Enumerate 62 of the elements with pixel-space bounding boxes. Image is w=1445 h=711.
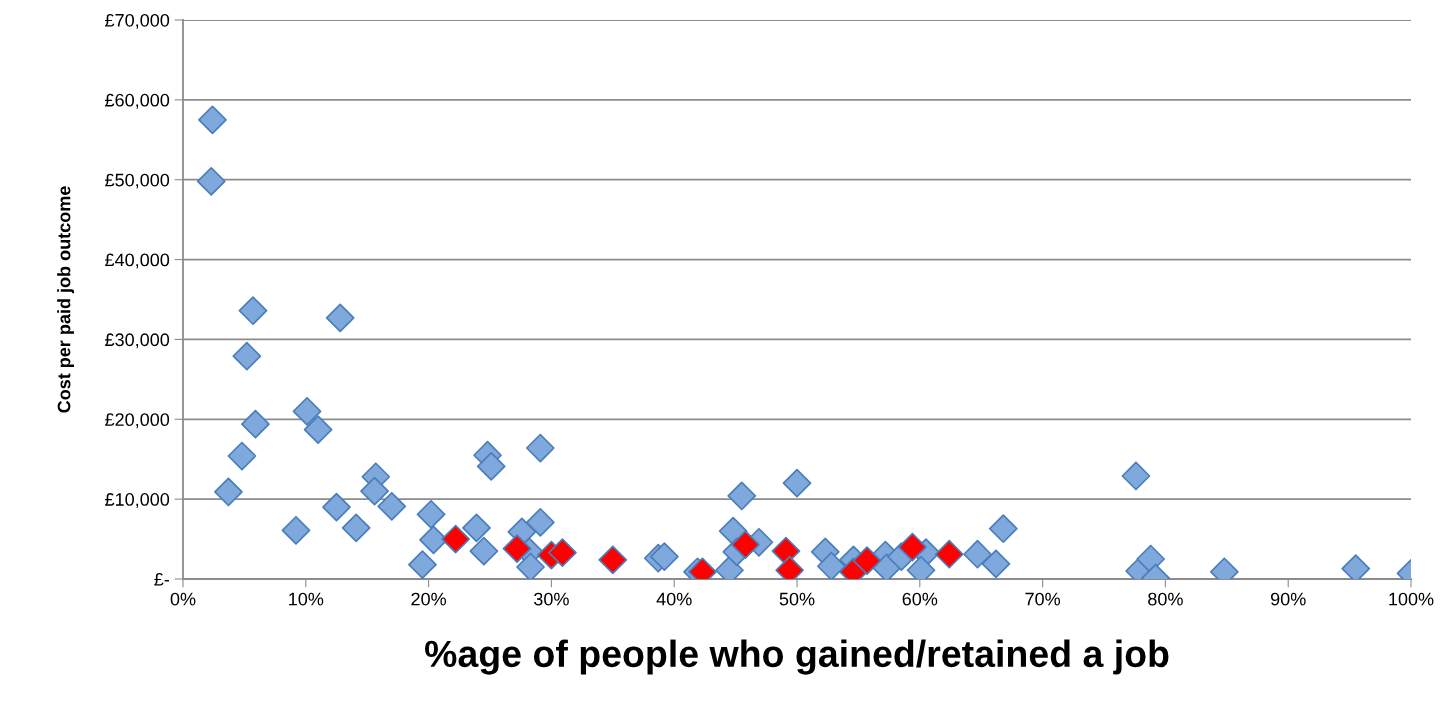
x-tick-label: 10% xyxy=(289,592,324,606)
x-tick-label: 40% xyxy=(656,592,692,606)
x-tick-label: 70% xyxy=(1025,592,1061,606)
x-axis-title: %age of people who gained/retained a job xyxy=(424,639,1169,675)
point xyxy=(303,415,333,445)
y-axis-title: Cost per paid job outcome xyxy=(57,186,74,413)
point xyxy=(469,536,499,566)
point xyxy=(441,524,470,554)
point xyxy=(898,532,927,562)
point xyxy=(598,545,628,575)
point xyxy=(419,525,448,555)
point xyxy=(731,530,760,560)
point xyxy=(516,552,545,579)
point xyxy=(817,551,846,579)
x-tick-label: 0% xyxy=(170,592,196,606)
point xyxy=(525,507,555,537)
y-tick-label: £70,000 xyxy=(105,13,170,29)
point xyxy=(214,477,243,507)
point xyxy=(322,492,351,522)
point xyxy=(341,513,371,543)
point xyxy=(232,341,262,371)
point xyxy=(525,433,555,463)
point xyxy=(281,515,311,545)
point xyxy=(198,105,227,135)
point xyxy=(782,468,812,498)
point xyxy=(934,539,964,569)
point xyxy=(360,476,389,506)
y-tick-label: £60,000 xyxy=(105,93,170,109)
point xyxy=(1136,544,1166,574)
point xyxy=(727,481,757,511)
point xyxy=(462,513,491,543)
point xyxy=(502,534,532,564)
point xyxy=(988,514,1018,544)
x-tick-label: 80% xyxy=(1148,592,1183,606)
y-tick-label: £20,000 xyxy=(105,413,170,429)
point xyxy=(238,296,268,326)
x-tick-label: 30% xyxy=(534,592,569,606)
y-tick-label: £- xyxy=(154,572,170,586)
x-tick-label: 20% xyxy=(411,592,447,606)
point xyxy=(241,409,270,439)
y-tick-label: £10,000 xyxy=(105,493,170,508)
x-tick-label: 50% xyxy=(779,592,815,606)
point xyxy=(408,550,437,579)
point xyxy=(196,166,226,196)
point xyxy=(963,539,992,569)
point xyxy=(981,549,1011,579)
point xyxy=(476,452,506,481)
y-tick-label: £30,000 xyxy=(105,333,170,349)
point xyxy=(416,499,446,529)
y-tick-label: £40,000 xyxy=(105,253,170,269)
point xyxy=(227,441,257,471)
point xyxy=(377,491,407,521)
x-tick-label: 100% xyxy=(1389,592,1434,606)
x-tick-label: 90% xyxy=(1270,592,1306,606)
point xyxy=(650,542,679,572)
point xyxy=(548,538,577,568)
point xyxy=(852,546,882,576)
point xyxy=(325,303,355,333)
point xyxy=(292,396,322,426)
x-tick-label: 60% xyxy=(902,592,938,606)
point xyxy=(1121,461,1151,491)
y-tick-label: £50,000 xyxy=(105,173,170,189)
